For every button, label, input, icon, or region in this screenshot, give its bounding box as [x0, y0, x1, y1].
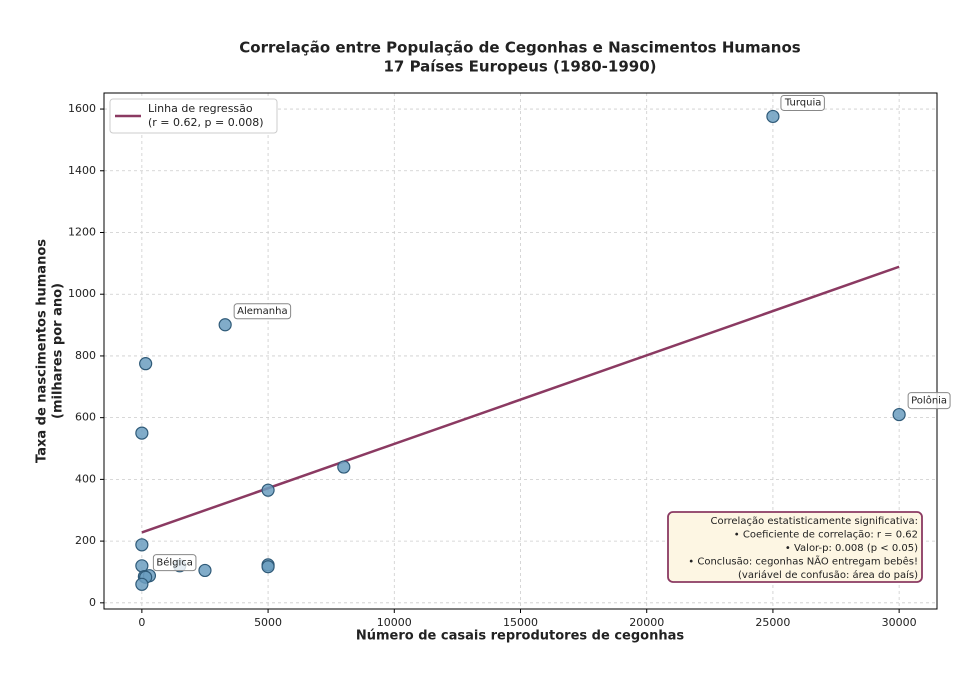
y-tick-label: 1400: [68, 164, 96, 177]
x-tick-label: 15000: [503, 616, 538, 629]
legend-label: (r = 0.62, p = 0.008): [148, 116, 263, 129]
x-tick-label: 5000: [254, 616, 282, 629]
x-tick-label: 0: [138, 616, 145, 629]
legend-box: [109, 98, 278, 134]
point-label-box: [233, 303, 292, 320]
point-label-box: [907, 392, 951, 410]
point: [135, 538, 149, 552]
chart-subtitle: 17 Países Europeus (1980-1990): [383, 58, 656, 76]
annotation-text: • Coeficiente de correlação: r = 0.62: [734, 530, 918, 541]
point: [261, 560, 275, 574]
point: [218, 318, 232, 332]
chart-title: Correlação entre População de Cegonhas e…: [239, 39, 801, 57]
y-tick-label: 400: [75, 472, 96, 485]
annotation-text: Correlação estatisticamente significativ…: [710, 516, 918, 527]
annotation-text: • Valor-p: 0.008 (p < 0.05): [785, 543, 918, 554]
point: [892, 407, 906, 422]
x-tick-label: 30000: [882, 616, 917, 629]
point: [139, 357, 153, 371]
y-tick-label: 600: [75, 411, 96, 424]
y-tick-label: 800: [75, 349, 96, 362]
point: [766, 109, 780, 124]
legend-label: Linha de regressão: [148, 102, 253, 115]
point-label: Turquia: [784, 97, 821, 108]
point-label: Bélgica: [156, 557, 193, 569]
point: [198, 563, 212, 578]
y-tick-label: 0: [89, 596, 96, 609]
annotation-box: [667, 511, 923, 583]
point-label-box: [152, 554, 197, 572]
y-axis-label: (milhares por ano): [51, 283, 66, 419]
point: [135, 577, 149, 591]
point-label: Polônia: [911, 395, 947, 407]
point: [135, 426, 149, 440]
y-axis-label: Taxa de nascimentos humanos: [35, 239, 50, 463]
point: [337, 460, 351, 474]
point: [261, 483, 275, 497]
y-tick-label: 1600: [68, 102, 96, 115]
annotation-text: (variável de confusão: área do país): [738, 569, 918, 581]
plot-frame: [103, 92, 938, 610]
point-label-box: [780, 94, 825, 111]
y-tick-label: 1000: [68, 287, 96, 300]
point: [135, 559, 149, 573]
annotation-text: • Conclusão: cegonhas NÃO entregam bebês…: [688, 555, 918, 568]
x-tick-label: 10000: [377, 616, 412, 629]
point-label: Alemanha: [237, 306, 287, 317]
y-tick-label: 200: [75, 534, 96, 547]
x-tick-label: 25000: [755, 616, 790, 629]
x-axis-label: Número de casais reprodutores de cegonha…: [356, 629, 684, 644]
y-tick-label: 1200: [68, 225, 96, 238]
x-tick-label: 20000: [629, 616, 664, 629]
